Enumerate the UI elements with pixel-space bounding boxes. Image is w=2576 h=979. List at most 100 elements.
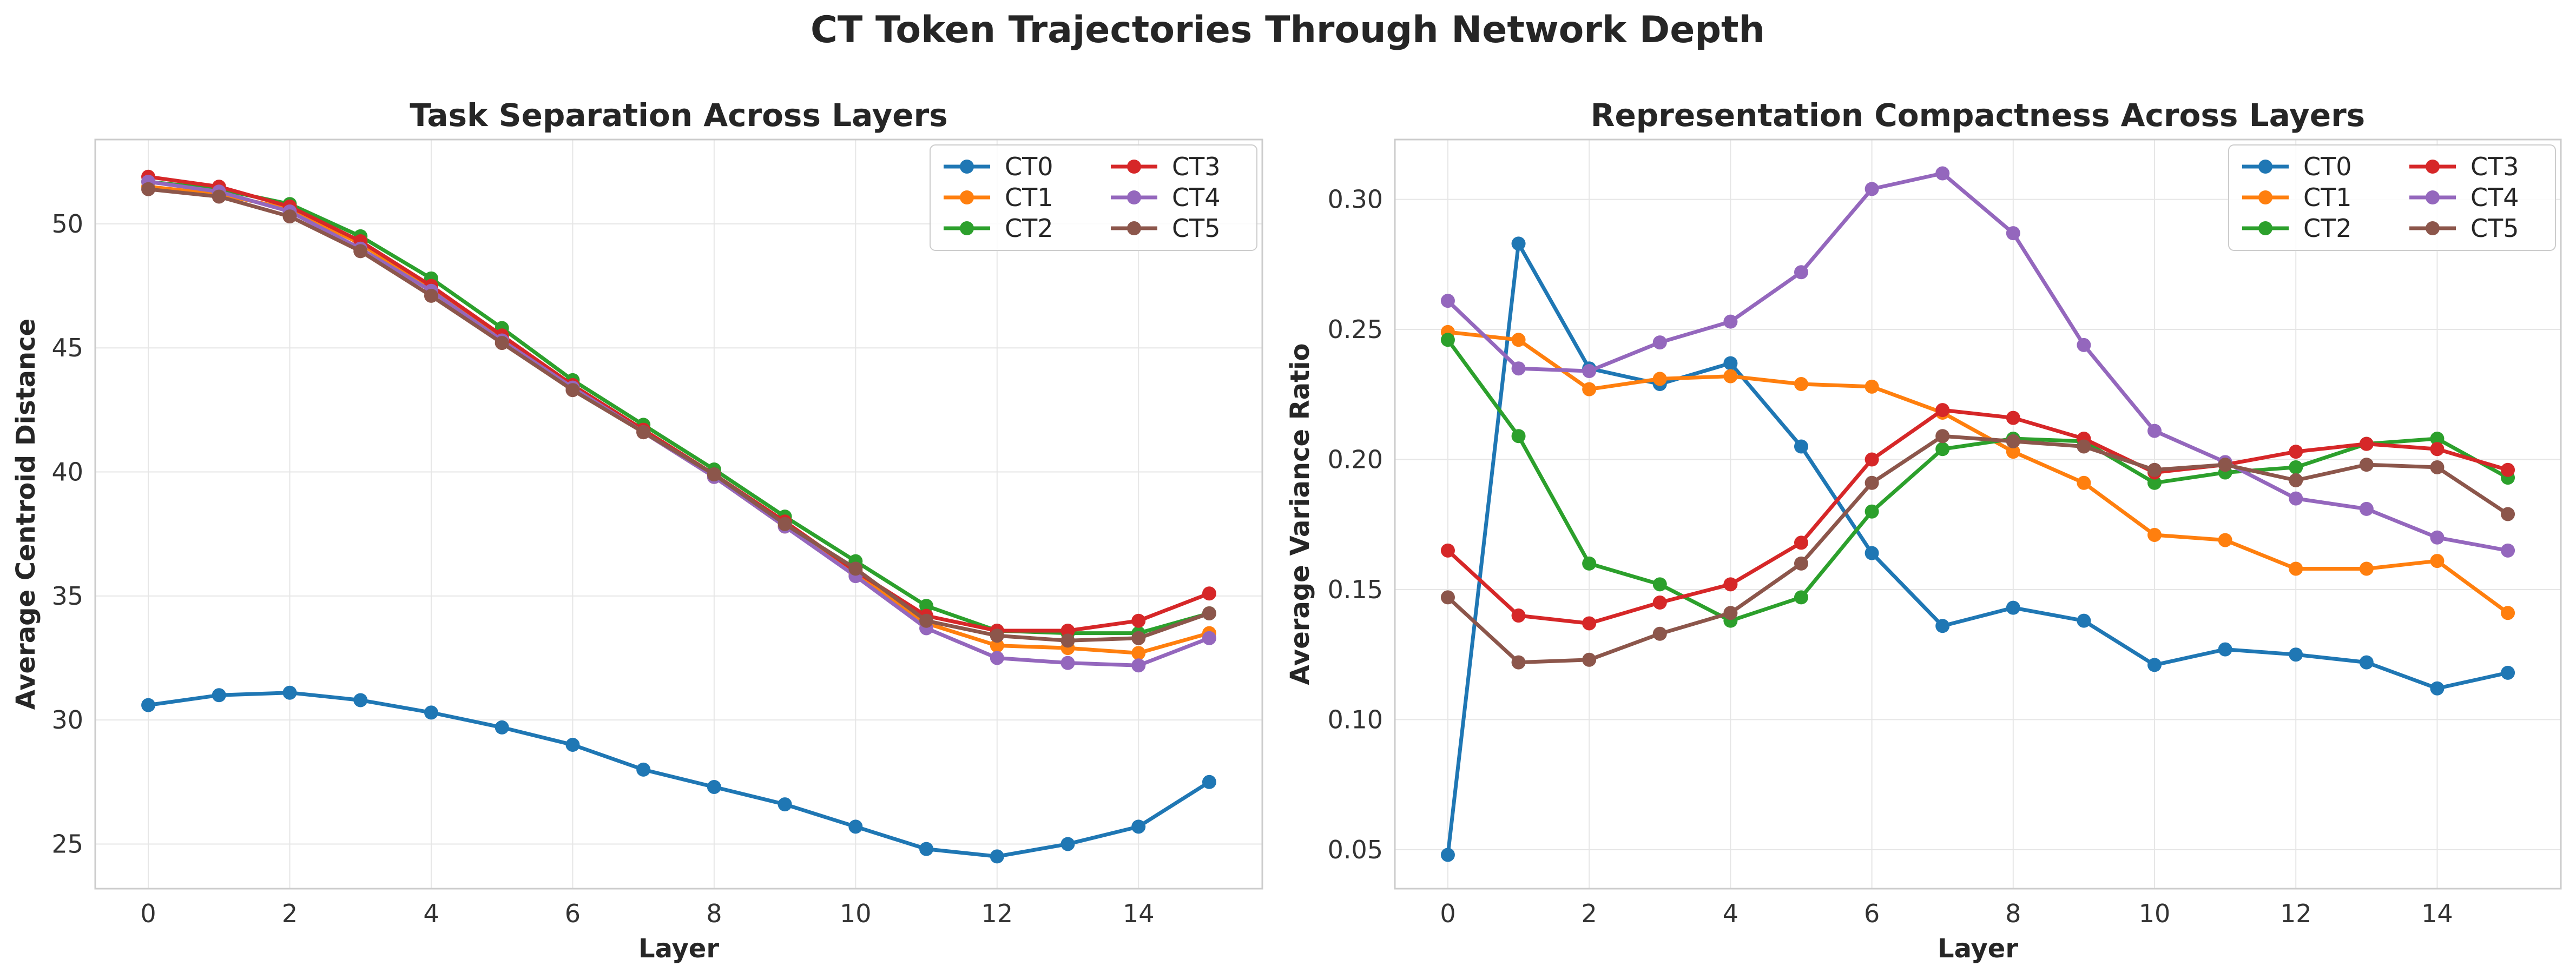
- data-point-ct3: [2006, 411, 2020, 425]
- data-point-ct4: [1582, 364, 1597, 379]
- y-tick-label: 0.15: [1328, 575, 1383, 604]
- plot-frame: [94, 138, 1263, 890]
- data-point-ct5: [707, 467, 721, 482]
- data-point-ct0: [1440, 848, 1455, 862]
- data-point-ct5: [778, 517, 792, 531]
- data-point-ct4: [1440, 294, 1455, 308]
- data-point-ct0: [1131, 819, 1146, 834]
- data-point-ct4: [1723, 314, 1738, 329]
- legend-box: [930, 144, 1257, 251]
- data-point-ct0: [778, 797, 792, 812]
- data-point-ct2: [919, 599, 934, 613]
- data-point-ct5: [1511, 655, 1526, 670]
- data-point-ct3: [1935, 403, 1950, 418]
- representation-compactness-chart: 0 2 4 6 8 10 12 14 0.05 0.10 0.15 0.20 0.25 0.30 Layer…: [1285, 97, 2562, 964]
- data-point-ct2: [2430, 432, 2445, 446]
- legend-marker-ct2: [960, 221, 974, 235]
- data-point-ct2: [1511, 429, 1526, 444]
- x-tick-label: 12: [981, 899, 1013, 928]
- data-point-ct0: [353, 693, 368, 707]
- series-line-ct1: [1446, 330, 2510, 615]
- legend-label-ct0: CT0: [2303, 152, 2351, 181]
- y-tick-label: 0.20: [1328, 445, 1383, 474]
- data-point-ct5: [2501, 507, 2515, 521]
- data-point-ct1: [2218, 533, 2232, 547]
- series-line-ct0: [146, 691, 1211, 858]
- data-point-ct5: [2289, 473, 2303, 487]
- series-line-ct5: [146, 187, 1211, 643]
- data-point-ct4: [1794, 265, 1808, 280]
- data-point-ct5: [282, 209, 297, 224]
- data-point-ct3: [2289, 445, 2303, 459]
- data-point-ct3: [2359, 436, 2374, 451]
- legend-entry-ct2: CT2: [944, 214, 1053, 243]
- data-point-ct4: [1060, 656, 1075, 670]
- data-point-ct4: [1511, 361, 1526, 376]
- x-tick-label: 4: [1723, 899, 1738, 928]
- legend-label-ct2: CT2: [1005, 214, 1053, 243]
- data-point-ct5: [1652, 626, 1667, 641]
- legend-entry-ct4: CT4: [1111, 183, 1220, 212]
- legend-label-ct2: CT2: [2303, 214, 2351, 243]
- data-point-ct0: [2359, 655, 2374, 670]
- data-point-ct4: [2077, 338, 2091, 352]
- data-point-ct0: [1511, 236, 1526, 251]
- x-tick-label: 12: [2280, 899, 2312, 928]
- chart-title: Task Separation Across Layers: [410, 97, 948, 134]
- legend-entry-ct0: CT0: [944, 152, 1053, 181]
- data-point-ct1: [2147, 527, 2162, 542]
- legend-marker-ct2: [2258, 221, 2272, 235]
- data-point-ct5: [1794, 556, 1808, 571]
- series-ct0: [1440, 236, 2515, 862]
- data-point-ct0: [2289, 647, 2303, 662]
- y-tick-label: 25: [51, 829, 83, 858]
- legend-entry-ct1: CT1: [2242, 183, 2351, 212]
- data-point-ct3: [2430, 442, 2445, 457]
- data-point-ct0: [919, 842, 934, 856]
- x-tick-label: 10: [2139, 899, 2171, 928]
- data-point-ct2: [2147, 475, 2162, 490]
- legend-label-ct1: CT1: [2303, 183, 2351, 212]
- x-tick-label: 14: [2421, 899, 2453, 928]
- data-point-ct3: [2501, 462, 2515, 477]
- y-tick-label: 40: [51, 458, 83, 487]
- data-point-ct2: [1652, 577, 1667, 592]
- data-point-ct4: [2289, 491, 2303, 506]
- data-point-ct4: [2006, 226, 2020, 241]
- data-point-ct0: [141, 698, 156, 712]
- y-tick-label: 45: [51, 333, 83, 362]
- x-tick-label: 6: [1864, 899, 1880, 928]
- series-line-ct0: [1446, 241, 2510, 857]
- legend-marker-ct3: [1127, 160, 1141, 174]
- task-separation-chart: 0 2 4 6 8 10 12 14 25 30 35 40 45 50 Layer Average Cent…: [11, 97, 1263, 964]
- data-point-ct4: [2501, 543, 2515, 558]
- y-tick-label: 35: [51, 581, 83, 611]
- data-point-ct1: [2006, 445, 2020, 459]
- data-point-ct3: [1652, 596, 1667, 610]
- legend-entry-ct3: CT3: [1111, 152, 1220, 181]
- data-point-ct5: [353, 244, 368, 259]
- series-ct5: [1440, 429, 2515, 670]
- data-point-ct5: [212, 189, 226, 204]
- data-point-ct3: [1723, 577, 1738, 592]
- legend-label-ct3: CT3: [2470, 152, 2519, 181]
- legend-label-ct0: CT0: [1005, 152, 1053, 181]
- data-point-ct4: [1202, 631, 1216, 645]
- y-tick-label: 30: [51, 705, 83, 735]
- data-point-ct5: [1865, 475, 1879, 490]
- data-point-ct0: [495, 720, 509, 735]
- legend-marker-ct5: [1127, 221, 1141, 235]
- data-point-ct1: [2289, 561, 2303, 576]
- y-axis-label: Average Variance Ratio: [1285, 343, 1315, 685]
- data-point-ct0: [636, 762, 651, 777]
- data-point-ct1: [990, 638, 1004, 653]
- data-point-ct4: [1652, 335, 1667, 350]
- data-point-ct3: [1202, 586, 1216, 601]
- data-point-ct3: [1131, 613, 1146, 628]
- series-ct5: [141, 182, 1216, 648]
- x-tick-label: 0: [1440, 899, 1455, 928]
- data-point-ct5: [1723, 606, 1738, 620]
